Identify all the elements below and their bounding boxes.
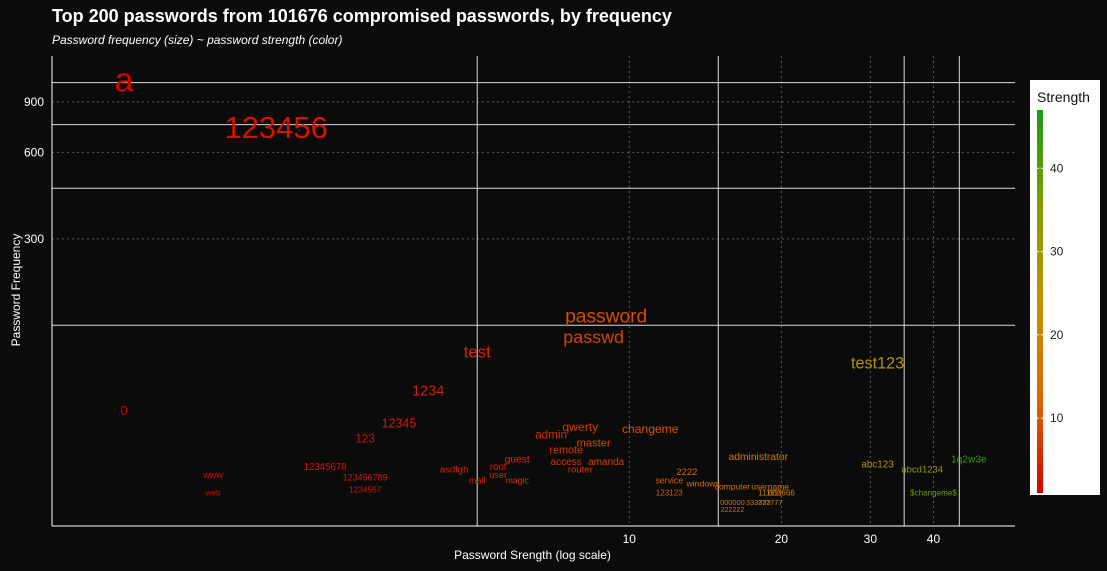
plot-panel	[52, 56, 1015, 526]
y-tick-label: 900	[24, 95, 44, 109]
legend-colorbar: 10 20 30 40	[1037, 110, 1064, 493]
point-label: qwerty	[562, 420, 599, 434]
point-label: 1q2w3e	[951, 455, 987, 466]
point-label: root	[490, 462, 507, 473]
point-label: 666666	[768, 488, 796, 497]
point-label: 123	[356, 434, 375, 446]
point-label: mail	[469, 475, 485, 485]
legend-title: Strength	[1037, 89, 1090, 105]
point-label: www	[202, 470, 223, 480]
point-label: 123456	[224, 110, 327, 145]
y-tick-label: 300	[24, 232, 44, 246]
axes: 10 20 30 40 300 600 900	[24, 56, 1015, 546]
point-label: abcd1234	[901, 465, 943, 476]
point-label: 2222	[676, 466, 697, 477]
point-label: password	[565, 306, 647, 327]
legend-tick-label: 30	[1050, 245, 1064, 259]
legend-gradient	[1037, 110, 1043, 493]
point-label: 1234	[412, 384, 444, 400]
point-label: web	[205, 488, 221, 497]
point-label: $changeme$	[910, 488, 957, 497]
point-label: amanda	[588, 457, 625, 468]
point-label: service	[655, 475, 683, 485]
point-label: 0	[120, 403, 127, 418]
point-label: 000000	[720, 498, 745, 507]
y-tick-label: 600	[24, 145, 44, 159]
legend-tick-label: 20	[1050, 328, 1064, 342]
x-tick-label: 30	[864, 532, 878, 546]
x-tick-label: 20	[775, 532, 789, 546]
point-label: 1234567	[349, 484, 382, 494]
legend-tick-label: 40	[1050, 161, 1064, 175]
legend: Strength 10 20 30 40	[1030, 80, 1100, 495]
x-tick-label: 40	[927, 532, 941, 546]
grid-lines	[52, 56, 1015, 526]
point-label: passwd	[563, 327, 624, 347]
chart-subtitle: Password frequency (size) ~ password str…	[52, 33, 343, 47]
point-label: 111111	[758, 488, 783, 497]
legend-ticks: 10 20 30 40	[1037, 161, 1064, 425]
point-label: asdfgh	[440, 465, 469, 476]
x-axis-label: Password Srength (log scale)	[454, 548, 611, 562]
y-axis-label: Password Frequency	[9, 233, 23, 347]
point-label: 12345678	[304, 462, 347, 473]
point-label: changeme	[622, 422, 679, 436]
point-label: 12345	[382, 416, 417, 430]
point-label: 333333	[746, 498, 771, 507]
chart-title: Top 200 passwords from 101676 compromise…	[52, 6, 672, 26]
point-label: admin	[535, 429, 567, 442]
point-label: remote	[549, 444, 583, 456]
point-label: administrator	[729, 452, 789, 463]
point-label: user	[489, 470, 507, 480]
point-label: username	[751, 481, 789, 491]
legend-tick-label: 10	[1050, 411, 1064, 425]
x-tick-label: 10	[623, 532, 637, 546]
point-label: test123	[851, 354, 904, 372]
point-label: 222222	[721, 507, 744, 514]
point-label: 123456789	[343, 473, 388, 483]
point-label: 123123	[656, 488, 684, 497]
point-label: master	[577, 438, 611, 450]
point-label: windows	[685, 478, 720, 488]
point-label: magic	[505, 475, 529, 485]
point-label: guest	[505, 455, 530, 466]
point-label: abc123	[861, 459, 894, 470]
point-label: computer	[715, 481, 751, 491]
point-label: access	[551, 457, 582, 468]
point-label: 777777	[758, 498, 783, 507]
point-label: router	[568, 465, 593, 476]
point-label: a	[115, 62, 134, 100]
point-label: test	[464, 343, 492, 362]
